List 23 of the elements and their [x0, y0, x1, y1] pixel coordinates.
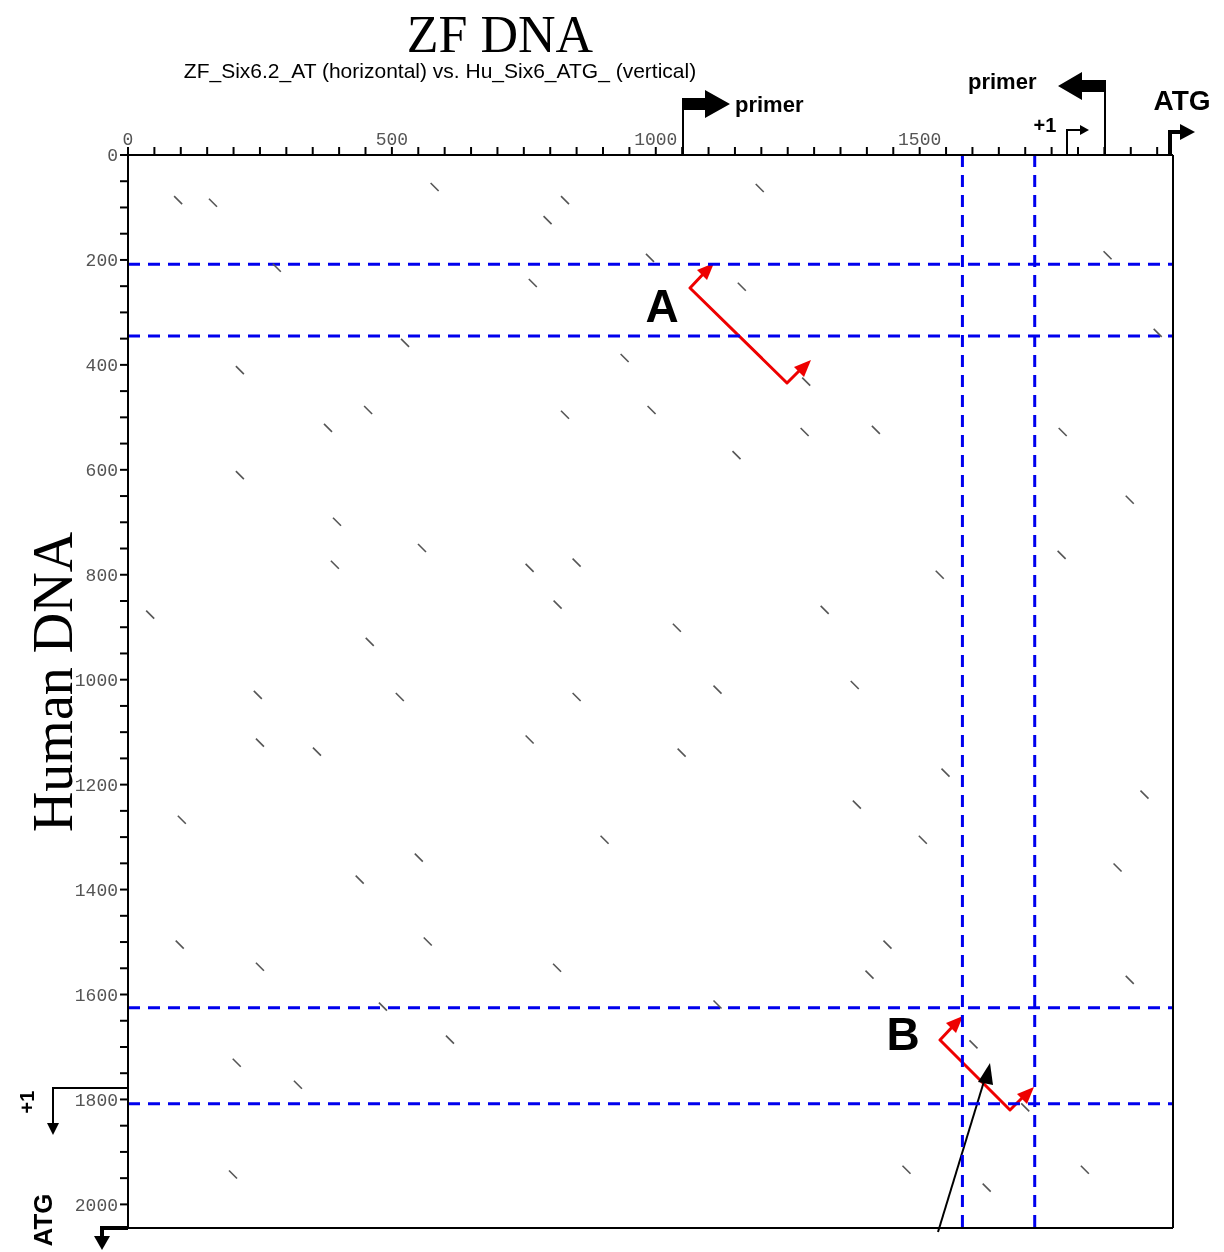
y-tick-label: 1000 — [74, 671, 118, 692]
x-tick-label: 1000 — [634, 130, 678, 150]
y-tick-label: 2000 — [74, 1195, 118, 1216]
text: +1 — [16, 1090, 38, 1114]
y-tick-label: 1600 — [74, 985, 118, 1006]
annotation: B — [886, 1008, 920, 1060]
y-tick-label: 1400 — [74, 880, 118, 901]
text: primer — [735, 92, 804, 117]
x-tick-label: 0 — [122, 130, 134, 150]
text: ATG — [28, 1193, 58, 1247]
y-tick-label: 800 — [85, 566, 118, 587]
y-tick-label: 0 — [107, 146, 118, 167]
text: ATG — [1153, 85, 1211, 116]
annotation: A — [645, 280, 679, 332]
text: +1 — [1033, 114, 1057, 136]
y-tick-label: 600 — [85, 461, 118, 482]
y-tick-label: 400 — [85, 356, 118, 377]
y-tick-label: 1200 — [74, 776, 118, 797]
y-tick-label: 1800 — [74, 1090, 118, 1111]
y-tick-label: 200 — [85, 251, 118, 272]
x-tick-label: 500 — [375, 130, 409, 150]
x-tick-label: 1500 — [898, 130, 942, 150]
text: primer — [968, 69, 1037, 94]
